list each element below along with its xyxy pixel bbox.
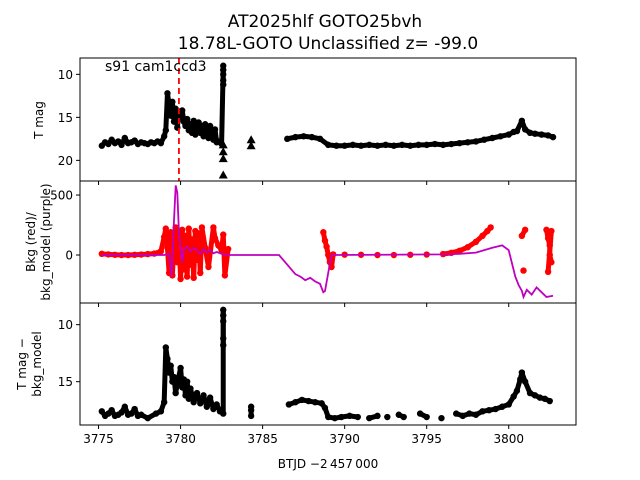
x-tick-label: 3775 [83,432,114,446]
point-cluster [329,251,336,270]
point-cluster [347,413,361,420]
panel-top-mag: 10 15 20 [58,57,577,185]
point-cluster [396,412,407,420]
panel-middle-background: 500 0 [50,180,577,307]
chart-title-line1: AT2025hlf GOTO25bvh [228,12,422,32]
data-point [384,413,391,421]
y-tick-label: 500 [50,189,73,203]
y-tick-label: 20 [58,154,73,168]
x-tick-label: 3785 [247,432,278,446]
point-cluster [417,411,430,420]
plot-area [98,62,557,179]
bottom-ylabel-line2: bkg_model [30,331,44,397]
y-tick-label: 15 [58,375,73,389]
point-cluster [163,226,170,251]
y-tick-label: 15 [58,111,73,125]
upper-limit-point [246,135,256,144]
chart-title-line2: 18.78L-GOTO Unclassified z= -99.0 [178,34,478,54]
bkg-point [520,267,527,274]
bkg-model-line [101,185,554,300]
upper-limit-point [218,170,228,179]
point-cluster [519,227,528,239]
point-cluster [199,224,208,251]
bottom-ylabel-line1: T mag − [15,338,29,391]
upper-limit-point [246,141,256,150]
x-tick-label: 3780 [165,432,196,446]
x-tick-label: 3800 [493,432,524,446]
point-cluster [484,224,494,234]
upper-limit-point [218,140,228,149]
y-tick-label: 10 [58,318,73,332]
axes-frame [79,302,577,426]
point-cluster [222,246,231,278]
plot-area [98,185,555,300]
y-tick-label: 10 [58,68,73,82]
y-tick-label: 0 [65,249,73,263]
axes-frame [79,57,577,182]
point-cluster [542,396,553,404]
upper-limit-point [218,147,228,156]
middle-ylabel-line2: bkg_model (purple) [39,183,53,300]
point-cluster [545,132,556,140]
data-point [438,414,445,422]
upper-limit-point [218,154,228,163]
x-axis-label: BTJD −2 457 000 [278,457,378,471]
panel-annotation: s91 cam1ccd3 [105,59,207,75]
x-tick-label: 3790 [329,432,360,446]
x-tick-label: 3795 [411,432,442,446]
middle-ylabel-line1: Bkg (red)/ [24,211,38,272]
top-ylabel: T mag [32,101,46,140]
point-cluster [545,228,554,275]
point-cluster [366,413,380,421]
plot-area [98,306,553,422]
axes-frame [79,180,577,304]
panel-bottom-mag-minus-bkg: 10 15 3775 3780 3785 3790 3795 3800 [58,302,577,446]
